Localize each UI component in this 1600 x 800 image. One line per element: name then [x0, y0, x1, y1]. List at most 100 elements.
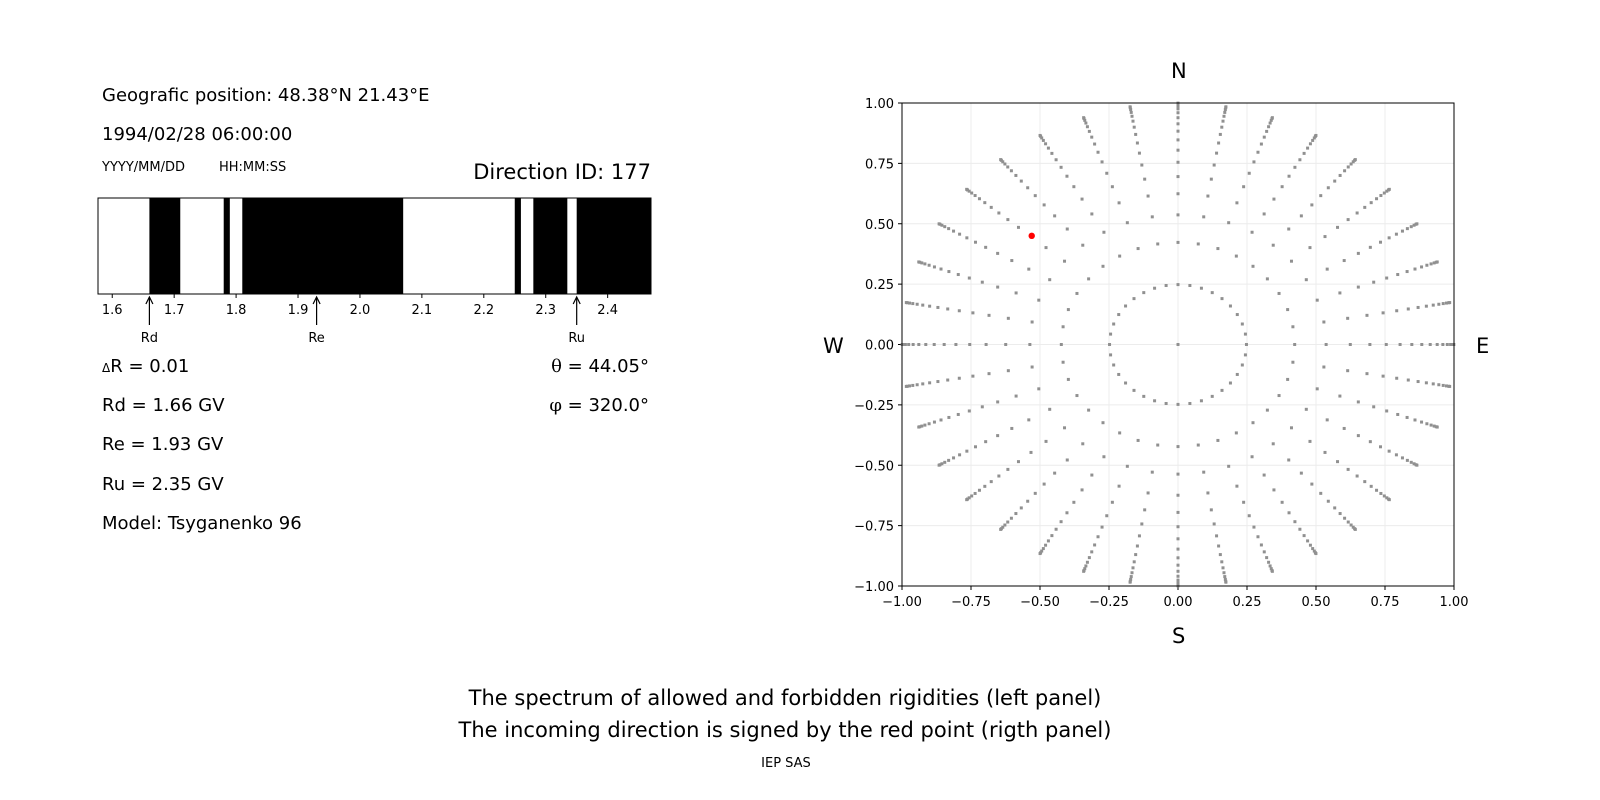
direction-point [1093, 543, 1097, 547]
direction-point [1042, 203, 1046, 207]
direction-point [1298, 158, 1302, 162]
y-tick-label: 1.00 [865, 97, 894, 112]
x-tick-label: 0.75 [1371, 595, 1400, 610]
direction-point [1143, 177, 1147, 181]
direction-point [1342, 259, 1346, 263]
direction-point [967, 189, 971, 193]
phi-value: φ = 320.0° [549, 395, 649, 416]
direction-point [1093, 142, 1097, 146]
direction-point [1176, 116, 1180, 120]
direction-point [1247, 171, 1251, 175]
spectrum-segment-forbidden [149, 198, 181, 294]
direction-point [1209, 508, 1213, 512]
direction-point [989, 205, 993, 209]
direction-point [911, 302, 915, 306]
direction-point [1038, 552, 1042, 556]
west-label: W [823, 334, 844, 358]
direction-point [957, 309, 961, 313]
direction-point [921, 382, 925, 386]
direction-point [1379, 445, 1383, 449]
direction-point [1006, 316, 1010, 320]
direction-point [1220, 388, 1224, 392]
direction-point [1381, 311, 1385, 315]
direction-point [1323, 235, 1327, 239]
direction-point [1429, 262, 1433, 266]
direction-point [1082, 116, 1086, 120]
direction-point [1262, 212, 1266, 216]
direction-point [1003, 162, 1007, 166]
rd-value: Rd = 1.66 GV [102, 395, 225, 416]
direction-point [1028, 343, 1032, 346]
direction-point [1304, 278, 1308, 282]
direction-point [1087, 129, 1091, 133]
direction-point [1394, 453, 1398, 457]
direction-point [1415, 463, 1419, 467]
direction-point [1026, 499, 1030, 503]
direction-point [1322, 320, 1326, 324]
direction-point [1356, 251, 1360, 255]
direction-point [1420, 420, 1424, 424]
direction-point [1061, 360, 1065, 364]
direction-point [1027, 267, 1031, 271]
direction-point [1176, 472, 1180, 476]
direction-point [1235, 313, 1239, 317]
direction-point [1308, 246, 1312, 250]
direction-point [983, 484, 987, 488]
direction-point [1080, 197, 1084, 201]
scatter-frame [901, 102, 1455, 587]
direction-point [1308, 543, 1312, 547]
direction-point [915, 302, 919, 306]
arrow-head-icon [145, 295, 154, 305]
direction-point [1265, 129, 1269, 133]
direction-point [1381, 374, 1385, 378]
direction-point [1150, 470, 1154, 474]
direction-point [1394, 232, 1398, 236]
direction-point [1425, 422, 1429, 426]
direction-point [1353, 158, 1357, 162]
direction-point [1054, 527, 1058, 531]
direction-point [983, 201, 987, 205]
direction-point [1416, 380, 1420, 384]
direction-point [1428, 343, 1432, 346]
direction-point [1176, 493, 1180, 497]
direction-point [1432, 424, 1436, 428]
direction-point [1132, 560, 1136, 564]
direction-point [1084, 121, 1088, 125]
direction-point [1199, 399, 1203, 403]
direction-point [1267, 560, 1271, 564]
direction-point [1262, 135, 1266, 139]
direction-point [996, 434, 1000, 438]
direction-point [1395, 309, 1399, 313]
direction-point [1176, 343, 1180, 346]
direction-point [1293, 520, 1297, 524]
direction-point [911, 343, 915, 346]
direction-point [1109, 332, 1113, 336]
caption-line-2: The incoming direction is signed by the … [458, 718, 1112, 742]
direction-point [1441, 343, 1445, 346]
direction-point [1269, 567, 1273, 571]
direction-point [1396, 273, 1400, 277]
direction-point [1150, 215, 1154, 219]
direction-point [1333, 179, 1337, 183]
direction-point [1384, 343, 1388, 346]
direction-point [967, 409, 971, 413]
direction-point [1387, 498, 1391, 502]
direction-point [1243, 332, 1247, 336]
direction-point [1125, 221, 1129, 225]
direction-point [1112, 363, 1116, 367]
direction-point [1267, 125, 1271, 129]
direction-point [1128, 105, 1132, 109]
direction-point [1270, 116, 1274, 120]
direction-point [1129, 108, 1133, 112]
direction-point [956, 273, 960, 277]
direction-point [957, 376, 961, 380]
direction-point [1235, 201, 1239, 205]
direction-point [1140, 522, 1144, 526]
direction-point [1090, 135, 1094, 139]
direction-point [940, 223, 944, 227]
direction-point [1349, 523, 1353, 527]
direction-point [1176, 569, 1180, 573]
direction-point [1006, 369, 1010, 373]
direction-point [920, 424, 924, 428]
direction-point [1424, 381, 1428, 385]
